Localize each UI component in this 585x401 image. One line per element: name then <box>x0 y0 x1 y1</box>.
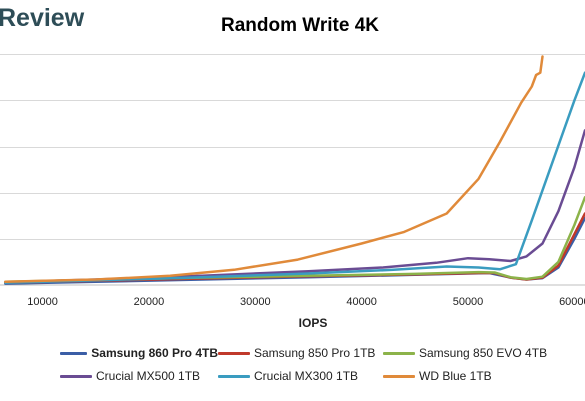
legend-label: Crucial MX300 1TB <box>254 369 359 383</box>
legend-item: Samsung 850 EVO 4TB <box>383 346 568 360</box>
x-tick-label: 30000 <box>240 296 271 308</box>
x-axis-label: IOPS <box>298 316 328 330</box>
x-tick-label: 60000 <box>559 296 585 308</box>
legend-item: Samsung 850 Pro 1TB <box>218 346 383 360</box>
chart-title: Random Write 4K <box>220 15 379 36</box>
x-tick-label: 50000 <box>453 296 484 308</box>
legend-swatch <box>60 374 92 378</box>
series-line <box>4 129 585 284</box>
legend-label: Crucial MX500 1TB <box>96 369 201 383</box>
brand-logo-text: Review <box>0 4 85 32</box>
legend-label: Samsung 850 EVO 4TB <box>419 346 548 360</box>
legend-swatch <box>218 374 250 378</box>
legend-swatch <box>218 351 250 355</box>
x-tick-label: 10000 <box>27 296 58 308</box>
legend-item: WD Blue 1TB <box>383 369 568 383</box>
series-line <box>4 71 585 284</box>
series-line <box>4 55 544 284</box>
legend-swatch <box>383 374 415 378</box>
legend-label: WD Blue 1TB <box>419 369 492 383</box>
legend-swatch <box>60 351 88 355</box>
x-tick-label: 20000 <box>134 296 165 308</box>
legend-swatch <box>383 351 415 355</box>
legend-label: Samsung 860 Pro 4TB <box>91 346 218 360</box>
legend-label: Samsung 850 Pro 1TB <box>254 346 376 360</box>
legend-item: Crucial MX500 1TB <box>60 369 218 383</box>
x-tick-label: 40000 <box>346 296 377 308</box>
legend-item: Crucial MX300 1TB <box>218 369 383 383</box>
legend-item: Samsung 860 Pro 4TB <box>60 346 218 360</box>
chart-legend: Samsung 860 Pro 4TB Samsung 850 Pro 1TB Sa… <box>60 346 580 383</box>
